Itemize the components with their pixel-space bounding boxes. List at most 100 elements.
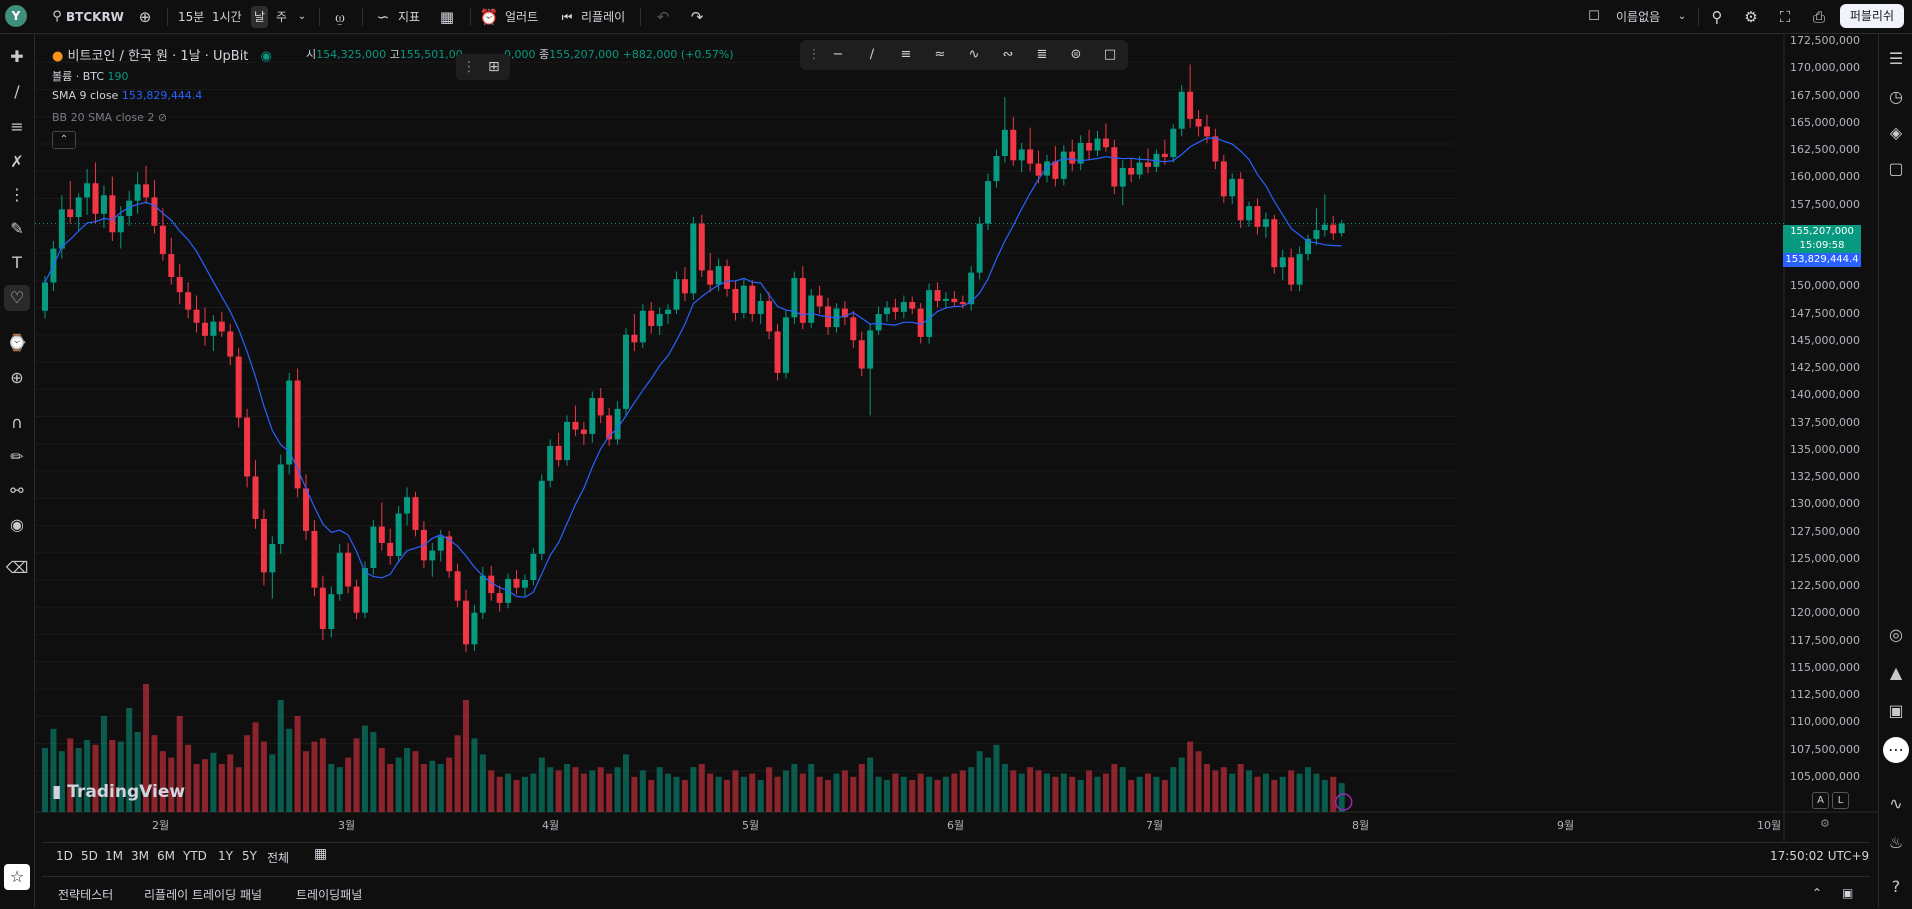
candle-body[interactable] bbox=[900, 302, 907, 312]
candle-body[interactable] bbox=[1145, 162, 1152, 167]
favorites-heart-icon[interactable]: ♡ bbox=[4, 285, 30, 311]
candle-body[interactable] bbox=[698, 223, 705, 271]
candle-body[interactable] bbox=[1305, 238, 1311, 255]
candle-body[interactable] bbox=[968, 272, 975, 305]
candle-body[interactable] bbox=[134, 184, 141, 201]
candle-body[interactable] bbox=[597, 397, 604, 416]
candle-body[interactable] bbox=[614, 408, 621, 440]
candle-body[interactable] bbox=[479, 575, 486, 613]
candle-body[interactable] bbox=[875, 314, 882, 331]
candle-body[interactable] bbox=[75, 197, 82, 218]
candle-body[interactable] bbox=[1195, 118, 1202, 127]
candle-body[interactable] bbox=[117, 215, 124, 233]
candle-body[interactable] bbox=[1246, 206, 1253, 221]
range-6m[interactable]: 6M bbox=[157, 849, 175, 863]
candle-body[interactable] bbox=[530, 553, 537, 580]
candle-body[interactable] bbox=[673, 279, 680, 310]
abc-pattern-icon[interactable]: ∾ bbox=[1002, 47, 1014, 62]
replay-icon[interactable]: ⏮ bbox=[561, 10, 573, 24]
candle-body[interactable] bbox=[1313, 230, 1320, 239]
trash-icon[interactable]: ⌫ bbox=[5, 558, 29, 577]
candle-body[interactable] bbox=[1187, 91, 1194, 119]
axis-settings-gear-icon[interactable]: ⚙ bbox=[1820, 817, 1830, 830]
candle-body[interactable] bbox=[690, 223, 697, 294]
candle-body[interactable] bbox=[816, 295, 823, 307]
candle-body[interactable] bbox=[1330, 224, 1337, 234]
candle-body[interactable] bbox=[631, 334, 638, 343]
candle-body[interactable] bbox=[201, 322, 208, 336]
trend-line-icon[interactable]: ∕ bbox=[14, 82, 20, 101]
indicators-icon[interactable]: ∽ bbox=[376, 8, 390, 26]
candle-body[interactable] bbox=[193, 309, 200, 323]
candle-body[interactable] bbox=[1212, 136, 1219, 162]
crosshair-icon[interactable]: ✚ bbox=[10, 47, 24, 66]
candle-body[interactable] bbox=[277, 464, 284, 545]
candle-body[interactable] bbox=[782, 317, 789, 373]
events-lightning-icon[interactable] bbox=[1334, 793, 1353, 811]
candle-body[interactable] bbox=[353, 586, 360, 613]
templates-icon[interactable]: ▦ bbox=[439, 8, 455, 26]
candle-body[interactable] bbox=[1254, 206, 1261, 227]
candle-body[interactable] bbox=[757, 300, 764, 315]
candle-body[interactable] bbox=[218, 321, 225, 332]
candle-body[interactable] bbox=[235, 356, 242, 418]
candle-body[interactable] bbox=[892, 307, 899, 312]
candle-body[interactable] bbox=[555, 445, 562, 461]
candle-body[interactable] bbox=[1102, 138, 1109, 148]
candle-body[interactable] bbox=[656, 314, 663, 327]
publish-button[interactable]: 퍼블리쉬 bbox=[1839, 4, 1904, 28]
trendline-tool-icon[interactable]: ∕ bbox=[869, 47, 875, 62]
interval-dropdown-icon[interactable]: ⌄ bbox=[297, 11, 307, 22]
candle-body[interactable] bbox=[1321, 224, 1328, 231]
horizontal-ray-icon[interactable]: − bbox=[832, 47, 844, 62]
zoom-in-icon[interactable]: ⊕ bbox=[10, 368, 24, 387]
stay-drawing-icon[interactable]: ✏ bbox=[10, 447, 24, 466]
candle-body[interactable] bbox=[1018, 149, 1025, 161]
candle-body[interactable] bbox=[370, 526, 377, 569]
candle-body[interactable] bbox=[58, 209, 65, 249]
candle-body[interactable] bbox=[850, 317, 857, 341]
price-chart[interactable] bbox=[35, 34, 1878, 842]
candle-body[interactable] bbox=[538, 480, 545, 554]
candle-body[interactable] bbox=[665, 309, 672, 315]
candle-body[interactable] bbox=[286, 380, 293, 465]
candle-body[interactable] bbox=[151, 197, 158, 226]
candle-body[interactable] bbox=[942, 298, 949, 301]
candle-body[interactable] bbox=[1338, 223, 1345, 234]
candle-body[interactable] bbox=[926, 290, 933, 337]
candle-body[interactable] bbox=[564, 421, 571, 461]
range-5d[interactable]: 5D bbox=[81, 849, 98, 863]
candle-body[interactable] bbox=[951, 298, 958, 303]
hidden-eye-icon[interactable]: ⊘ bbox=[157, 111, 168, 124]
candle-body[interactable] bbox=[589, 397, 596, 434]
candle-body[interactable] bbox=[311, 530, 318, 588]
candle-body[interactable] bbox=[1069, 151, 1076, 164]
candle-body[interactable] bbox=[463, 600, 469, 645]
replay-button[interactable]: 리플레이 bbox=[581, 10, 626, 24]
target-icon[interactable]: ◎ bbox=[1889, 625, 1903, 644]
candle-body[interactable] bbox=[404, 497, 411, 514]
magnet-icon[interactable]: ∩ bbox=[11, 413, 23, 432]
goto-date-icon[interactable]: ▦ bbox=[314, 846, 328, 862]
candle-body[interactable] bbox=[126, 200, 133, 216]
candle-body[interactable] bbox=[841, 308, 848, 318]
auto-scale-button[interactable]: A bbox=[1812, 792, 1829, 809]
quick-search-icon[interactable]: ⚲ bbox=[1711, 8, 1723, 26]
clock-timezone[interactable]: 17:50:02 UTC+9 bbox=[1770, 849, 1870, 863]
range-5y[interactable]: 5Y bbox=[242, 849, 257, 863]
candle-body[interactable] bbox=[1288, 257, 1295, 285]
candle-body[interactable] bbox=[1094, 138, 1101, 151]
redo-icon[interactable]: ↷ bbox=[690, 8, 704, 26]
candle-body[interactable] bbox=[1237, 178, 1244, 221]
candle-body[interactable] bbox=[269, 544, 276, 573]
candle-body[interactable] bbox=[1111, 147, 1118, 187]
hide-drawings-eye-icon[interactable]: ◉ bbox=[10, 515, 24, 534]
range-1y[interactable]: 1Y bbox=[218, 849, 233, 863]
collapse-legend-icon[interactable]: ⌃ bbox=[52, 131, 76, 149]
candle-body[interactable] bbox=[799, 278, 806, 323]
candle-body[interactable] bbox=[1170, 128, 1177, 158]
candle-body[interactable] bbox=[985, 181, 992, 224]
ruler-icon[interactable]: ⌚ bbox=[7, 333, 27, 352]
calendar-icon[interactable]: ▣ bbox=[1888, 701, 1904, 720]
candle-body[interactable] bbox=[884, 307, 890, 315]
